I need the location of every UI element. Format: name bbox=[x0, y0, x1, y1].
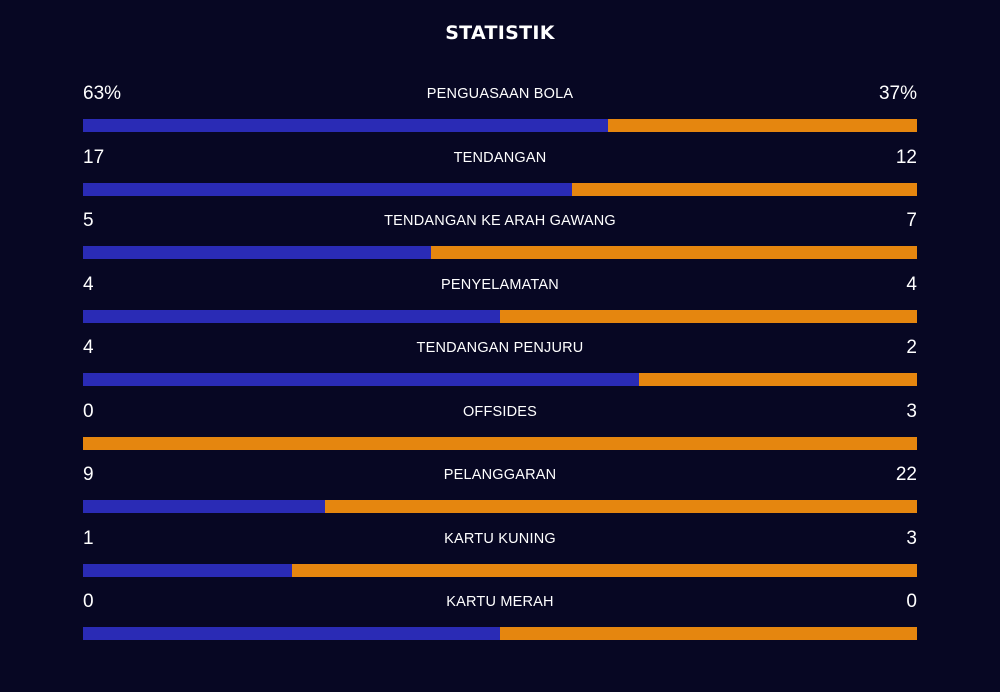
away-bar-segment bbox=[500, 627, 917, 640]
home-value: 4 bbox=[83, 337, 94, 358]
away-bar-segment bbox=[500, 309, 917, 323]
stat-label: PELANGGARAN bbox=[443, 467, 557, 483]
stat-label: TENDANGAN PENJURU bbox=[416, 340, 584, 356]
comparison-bar bbox=[83, 182, 917, 196]
comparison-bar bbox=[83, 119, 917, 132]
home-bar-segment bbox=[83, 373, 639, 386]
stat-row-yellow-cards: 1 KARTU KUNING 3 bbox=[83, 525, 917, 589]
comparison-bar bbox=[83, 373, 917, 386]
home-value: 0 bbox=[83, 591, 94, 612]
away-value: 2 bbox=[906, 337, 917, 358]
home-bar-segment bbox=[83, 500, 326, 513]
stat-label: OFFSIDES bbox=[462, 403, 538, 420]
home-value: 17 bbox=[83, 146, 105, 168]
stat-row-corners: 4 TENDANGAN PENJURU 2 bbox=[83, 334, 917, 398]
away-value: 7 bbox=[906, 210, 917, 231]
home-bar-segment bbox=[83, 563, 292, 577]
page-title: STATISTIK bbox=[445, 22, 555, 44]
comparison-bar bbox=[83, 627, 917, 640]
comparison-bar bbox=[83, 500, 917, 513]
away-value: 12 bbox=[895, 146, 917, 168]
stat-label: TENDANGAN bbox=[453, 149, 547, 166]
comparison-bar bbox=[83, 563, 917, 577]
stat-label: TENDANGAN KE ARAH GAWANG bbox=[384, 213, 616, 229]
comparison-bar bbox=[83, 436, 917, 450]
away-bar-segment bbox=[638, 373, 917, 386]
home-value: 9 bbox=[83, 464, 94, 485]
away-bar-segment bbox=[291, 563, 917, 577]
stat-label: PENYELAMATAN bbox=[441, 276, 559, 293]
stat-label: KARTU MERAH bbox=[446, 594, 554, 610]
home-value: 4 bbox=[83, 273, 94, 295]
away-value: 3 bbox=[906, 527, 917, 549]
away-value: 3 bbox=[906, 400, 917, 422]
home-value: 5 bbox=[83, 210, 94, 231]
stat-row-fouls: 9 PELANGGARAN 22 bbox=[83, 461, 917, 525]
stats-list: 63% PENGUASAAN BOLA 37% 17 TENDANGAN 12 … bbox=[83, 80, 917, 652]
home-bar-segment bbox=[83, 627, 500, 640]
away-bar-segment bbox=[325, 500, 917, 513]
home-value: 0 bbox=[83, 400, 94, 422]
stat-label: KARTU KUNING bbox=[444, 530, 556, 547]
stat-row-shots-on-target: 5 TENDANGAN KE ARAH GAWANG 7 bbox=[83, 207, 917, 271]
home-bar-segment bbox=[83, 182, 572, 196]
away-value: 4 bbox=[906, 273, 917, 295]
stat-row-saves: 4 PENYELAMATAN 4 bbox=[83, 271, 917, 335]
away-value: 37% bbox=[878, 83, 917, 104]
stat-row-red-cards: 0 KARTU MERAH 0 bbox=[83, 588, 917, 652]
stat-row-offsides: 0 OFFSIDES 3 bbox=[83, 398, 917, 462]
away-bar-segment bbox=[83, 436, 917, 450]
away-value: 22 bbox=[895, 464, 917, 485]
away-bar-segment bbox=[430, 246, 917, 259]
stat-label: PENGUASAAN BOLA bbox=[426, 86, 574, 102]
home-bar-segment bbox=[83, 119, 609, 132]
comparison-bar bbox=[83, 309, 917, 323]
away-value: 0 bbox=[906, 591, 917, 612]
home-value: 1 bbox=[83, 527, 94, 549]
away-bar-segment bbox=[608, 119, 917, 132]
home-value: 63% bbox=[83, 83, 122, 104]
comparison-bar bbox=[83, 246, 917, 259]
stat-row-shots: 17 TENDANGAN 12 bbox=[83, 144, 917, 208]
away-bar-segment bbox=[571, 182, 917, 196]
home-bar-segment bbox=[83, 246, 431, 259]
home-bar-segment bbox=[83, 309, 500, 323]
stat-row-ball-possession: 63% PENGUASAAN BOLA 37% bbox=[83, 80, 917, 144]
